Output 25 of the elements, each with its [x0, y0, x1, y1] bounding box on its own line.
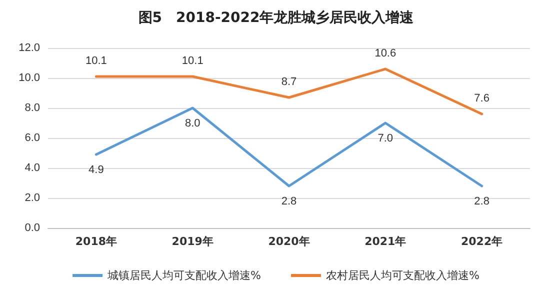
- x-tick-label: 2018年: [75, 235, 118, 248]
- data-label: 8.0: [184, 118, 200, 130]
- data-label: 2.8: [474, 196, 490, 208]
- y-tick-label: 12.0: [18, 42, 40, 54]
- data-label: 7.0: [378, 132, 394, 144]
- chart-title: 图5 2018-2022年龙胜城乡居民收入增速: [138, 9, 415, 26]
- legend-label: 城镇居民人均可支配收入增速%: [106, 269, 261, 282]
- x-tick-label: 2021年: [364, 235, 406, 248]
- data-label: 7.6: [474, 92, 490, 104]
- x-tick-label: 2019年: [172, 235, 214, 248]
- y-tick-label: 4.0: [24, 162, 40, 174]
- x-tick-label: 2022年: [460, 235, 503, 248]
- y-tick-label: 10.0: [18, 72, 40, 84]
- y-tick-label: 8.0: [24, 102, 40, 114]
- legend-label: 农村居民人均可支配收入增速%: [326, 269, 480, 282]
- data-label: 10.1: [85, 55, 107, 67]
- y-tick-label: 6.0: [24, 132, 40, 144]
- data-label: 10.6: [374, 48, 396, 60]
- data-label: 4.9: [88, 164, 104, 176]
- y-tick-label: 2.0: [24, 192, 40, 204]
- data-label: 8.7: [281, 76, 297, 88]
- data-label: 10.1: [182, 55, 204, 67]
- data-label: 2.8: [281, 196, 297, 208]
- y-tick-label: 0.0: [24, 222, 40, 234]
- x-tick-label: 2020年: [268, 235, 310, 248]
